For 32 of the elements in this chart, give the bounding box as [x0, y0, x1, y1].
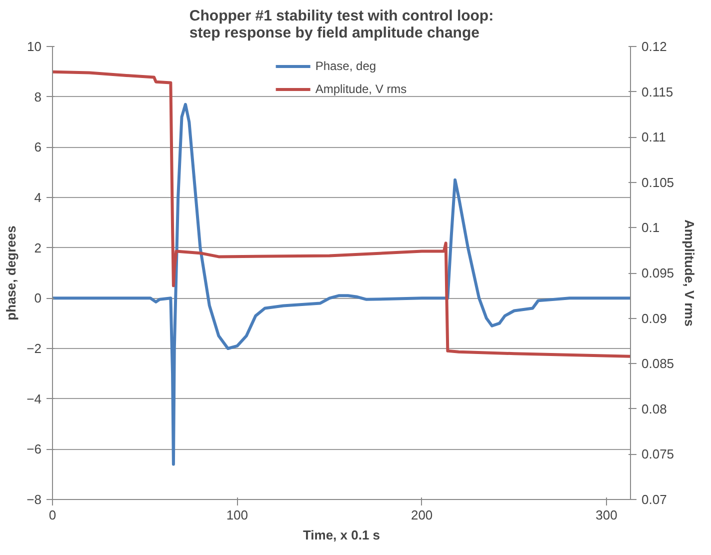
y2-tick-label: 0.1	[642, 220, 660, 236]
x-tick-label: 100	[226, 508, 248, 522]
x-tick-label: 300	[596, 508, 618, 522]
y-tick-label: −8	[26, 492, 42, 507]
legend-label: Phase, deg	[315, 59, 376, 73]
y2-tick-label: 0.115	[642, 84, 674, 100]
x-tick-label: 0	[48, 508, 56, 522]
y-tick-label: 10	[27, 39, 42, 54]
y-tick-label: 8	[34, 89, 42, 104]
y-axis-title: phase, degrees	[4, 226, 19, 320]
y-tick-label: 4	[34, 190, 42, 205]
chart-title: Chopper #1 stability test with control loop: step response by field amplitude change	[189, 8, 494, 42]
legend-label: Amplitude, V rms	[315, 82, 407, 96]
x-tick-label: 200	[410, 508, 433, 522]
y2-tick-label: 0.085	[642, 356, 674, 372]
y2-axis-title: Amplitude, V rms	[682, 220, 698, 326]
y2-tick-label: 0.11	[642, 130, 666, 145]
y-tick-label: −2	[26, 341, 42, 356]
y2-tick-label: 0.105	[642, 174, 674, 190]
y-tick-label: −4	[26, 391, 42, 406]
y2-tick-label: 0.12	[642, 39, 667, 54]
y-tick-label: 0	[34, 290, 42, 306]
y2-tick-label: 0.08	[642, 401, 667, 416]
y2-tick-label: 0.07	[642, 492, 667, 507]
y2-tick-label: 0.095	[642, 266, 674, 280]
y-tick-label: −6	[26, 442, 42, 457]
y-tick-label: 2	[34, 240, 42, 256]
x-axis-title: Time, x 0.1 s	[302, 528, 380, 542]
line-series	[52, 102, 630, 466]
y2-tick-label: 0.075	[642, 446, 674, 462]
y-tick-label: 6	[34, 140, 42, 155]
y2-tick-label: 0.09	[642, 310, 667, 326]
